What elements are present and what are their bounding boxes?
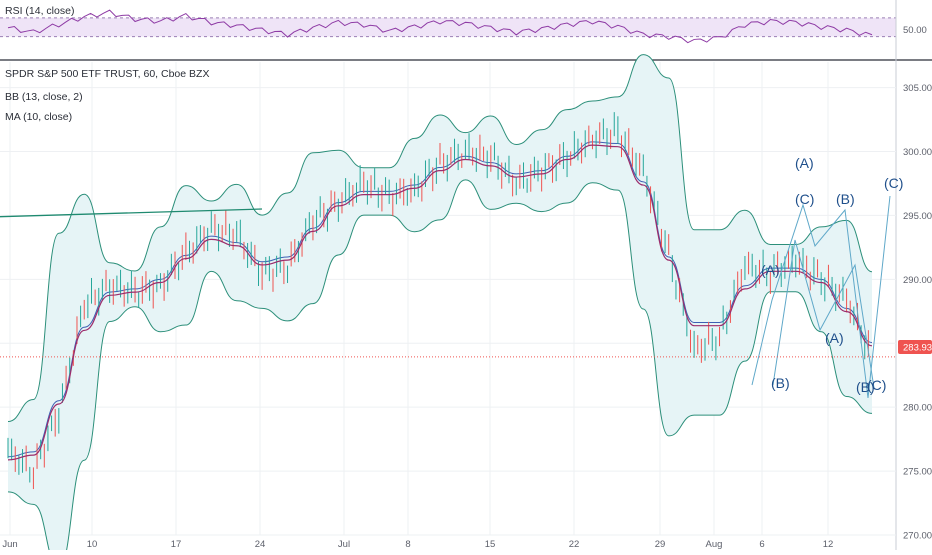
last-price-label: 283.93: [903, 343, 932, 354]
wave-label[interactable]: (C): [867, 377, 886, 393]
bollinger-fill: [8, 54, 872, 555]
price-tick-label: 300.00: [903, 147, 932, 158]
price-tick-label: 280.00: [903, 403, 932, 414]
wave-label[interactable]: (A): [761, 262, 780, 278]
time-tick-label: Aug: [706, 539, 723, 550]
time-tick-label: 8: [405, 539, 410, 550]
time-tick-label: 17: [171, 539, 182, 550]
wave-label[interactable]: (B): [836, 191, 855, 207]
bollinger-lower-line[interactable]: [7, 179, 873, 555]
time-tick-label: 29: [655, 539, 666, 550]
rsi-level-label: 50.00: [903, 25, 927, 36]
rsi-line-group: [7, 9, 873, 44]
rsi-band: [0, 17, 896, 37]
pattern-path: [751, 195, 891, 399]
price-tick-label: 305.00: [903, 83, 932, 94]
rsi-pane[interactable]: RSI (14, close) 50.00: [0, 5, 927, 44]
price-axis[interactable]: 305.00300.00295.00290.00285.00280.00275.…: [903, 83, 932, 541]
wave-label[interactable]: (A): [795, 155, 814, 171]
moving-average-line[interactable]: [7, 144, 873, 461]
wave-label[interactable]: (B): [771, 375, 790, 391]
time-tick-label: 6: [759, 539, 764, 550]
price-tick-label: 270.00: [903, 531, 932, 542]
wave-label[interactable]: (A): [825, 330, 844, 346]
price-tick-label: 295.00: [903, 211, 932, 222]
time-axis[interactable]: Jun 10 17 24 Jul 8 15 22 29 Aug 6 12: [2, 539, 833, 550]
last-price-badge: [898, 340, 932, 354]
wave-label[interactable]: (C): [795, 191, 814, 207]
time-tick-label: 22: [569, 539, 580, 550]
time-tick-label: 12: [823, 539, 834, 550]
symbol-title[interactable]: SPDR S&P 500 ETF TRUST, 60, Cboe BZX: [5, 68, 209, 80]
bollinger-basis-line[interactable]: [7, 141, 873, 458]
main-pane[interactable]: (A) (C) (B) (C) (A) (B) (A) (B) (C) SPDR…: [0, 54, 932, 555]
bb-legend[interactable]: BB (13, close, 2): [5, 91, 83, 103]
time-tick-label: Jul: [338, 539, 350, 550]
wave-labels: (A) (C) (B) (C) (A) (B) (A) (B) (C): [761, 155, 903, 395]
rsi-legend[interactable]: RSI (14, close): [5, 5, 74, 17]
price-tick-label: 290.00: [903, 275, 932, 286]
time-tick-label: Jun: [2, 539, 17, 550]
bollinger-upper-line[interactable]: [7, 54, 873, 423]
rsi-line: [7, 9, 873, 44]
wave-label[interactable]: (C): [884, 175, 903, 191]
time-tick-label: 24: [255, 539, 266, 550]
price-tick-label: 275.00: [903, 467, 932, 478]
wave-label[interactable]: (B): [856, 379, 875, 395]
pattern-drawing[interactable]: [751, 195, 891, 399]
trendline[interactable]: [0, 208, 263, 218]
time-tick-label: 15: [485, 539, 496, 550]
ma-legend[interactable]: MA (10, close): [5, 111, 72, 123]
time-tick-label: 10: [87, 539, 98, 550]
pattern-path: [772, 239, 875, 389]
